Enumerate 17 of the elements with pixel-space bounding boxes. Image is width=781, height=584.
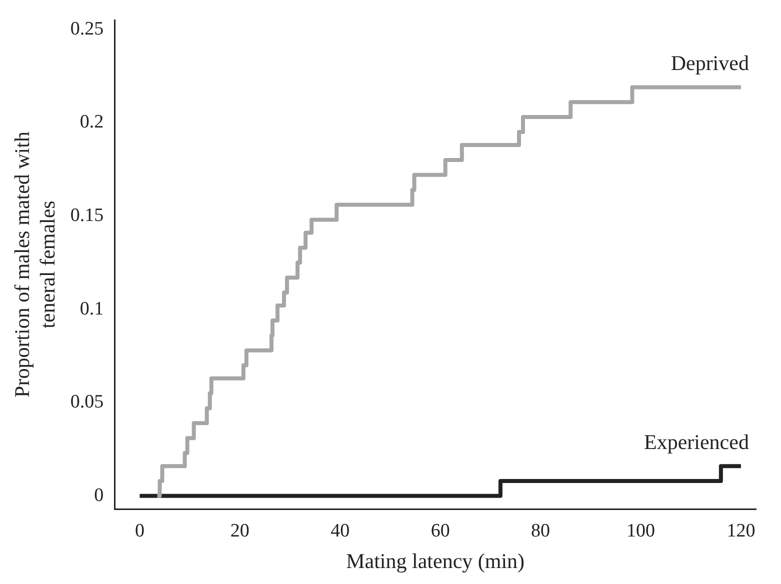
- x-tick-label: 40: [330, 520, 350, 542]
- y-tick-label: 0.1: [80, 298, 104, 320]
- x-axis-title: Mating latency (min): [346, 548, 525, 573]
- x-tick-label: 20: [230, 520, 250, 542]
- y-tick-label: 0.2: [80, 112, 104, 133]
- y-tick-label: 0: [94, 484, 104, 506]
- series-label: Experienced: [644, 430, 750, 454]
- series-label: Deprived: [670, 51, 750, 76]
- x-tick-label: 60: [430, 520, 450, 542]
- x-tick-label: 100: [626, 520, 656, 542]
- y-tick-label: 0.05: [70, 392, 104, 413]
- x-tick-label: 80: [531, 520, 550, 542]
- y-tick-label: 0.25: [70, 18, 104, 40]
- x-tick-label: 0: [134, 520, 144, 542]
- y-tick-label: 0.15: [70, 204, 104, 226]
- x-tick-label: 120: [726, 520, 756, 542]
- y-axis-title: Proportion of males mated with teneral females: [10, 131, 60, 398]
